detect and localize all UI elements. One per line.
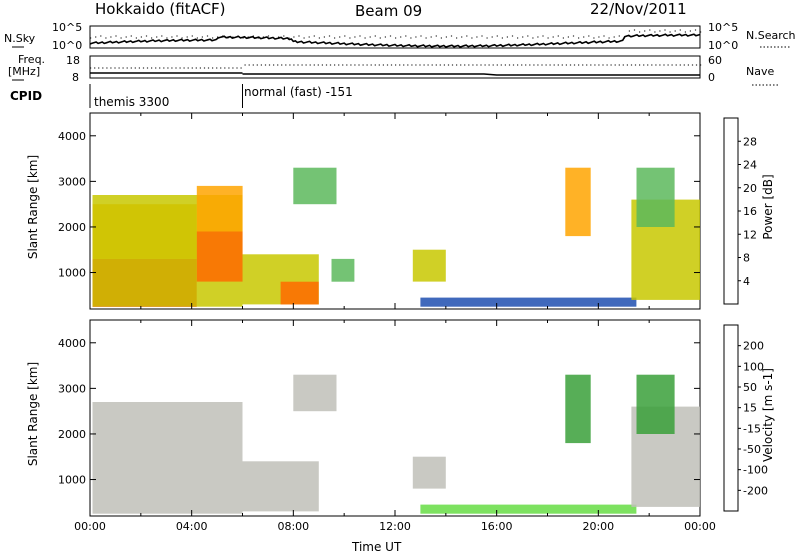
power-colorbar-frame	[723, 117, 739, 305]
freq-trace	[90, 72, 700, 76]
exp-top-right: 10^5	[708, 21, 739, 34]
nsky-trace	[89, 33, 701, 48]
velocity-colorbar-frame	[723, 324, 739, 512]
exp-bottom-left: 10^0	[52, 39, 83, 52]
velocity-y-tick-label: 4000	[58, 337, 86, 350]
cpid-segment-1: themis 3300	[94, 95, 170, 109]
velocity-echo-region	[636, 374, 675, 434]
freq-tick-bottom: 8	[72, 71, 79, 84]
power-colorbar-tick-label: 4	[743, 275, 750, 288]
radar-title: Hokkaido (fitACF)	[95, 0, 226, 18]
power-echo-region	[196, 185, 243, 232]
velocity-y-tick-label: 1000	[58, 474, 86, 487]
power-y-tick-label: 3000	[58, 175, 86, 188]
cpid-segment-2: normal (fast) -151	[244, 85, 353, 99]
exp-top-left: 10^5	[52, 21, 83, 34]
velocity-colorbar-tick-label: -200	[743, 484, 768, 497]
power-colorbar-tick-label: 12	[743, 228, 757, 241]
freq-tick-top: 18	[66, 54, 80, 67]
velocity-colorbar-tick-label: -50	[743, 443, 761, 456]
velocity-colorbar-tick-label: 200	[743, 340, 764, 353]
freq-label-bottom: [MHz]	[8, 65, 41, 78]
x-tick-label: 00:00	[74, 520, 106, 533]
power-colorbar-tick-label: 8	[743, 252, 750, 265]
power-y-tick-label: 4000	[58, 130, 86, 143]
nave-tick-top: 60	[708, 54, 722, 67]
power-colorbar-tick-label: 20	[743, 182, 757, 195]
velocity-echo-region	[565, 374, 591, 444]
x-tick-label: 04:00	[176, 520, 208, 533]
nave-tick-bottom: 0	[708, 71, 715, 84]
power-echo-region	[412, 249, 446, 282]
power-echo-region	[280, 281, 319, 305]
velocity-echo-region	[92, 402, 243, 514]
nave-label: Nave	[746, 65, 775, 78]
power-echo-region	[420, 297, 637, 307]
power-colorbar-tick-label: 16	[743, 205, 757, 218]
velocity-y-tick-label: 2000	[58, 428, 86, 441]
power-echo-region	[636, 167, 675, 227]
velocity-y-tick-label: 3000	[58, 382, 86, 395]
x-tick-label: 20:00	[582, 520, 614, 533]
exp-bottom-right: 10^0	[708, 39, 739, 52]
velocity-colorbar-tick-label: 100	[743, 360, 764, 373]
power-echo-region	[565, 167, 591, 237]
velocity-echo-region	[412, 456, 446, 489]
nsearch-label: N.Search	[746, 29, 796, 42]
power-colorbar-tick-label: 28	[743, 135, 757, 148]
x-tick-label: 00:00	[684, 520, 716, 533]
x-tick-label: 08:00	[277, 520, 309, 533]
power-y-tick-label: 1000	[58, 267, 86, 280]
velocity-echo-region	[293, 374, 337, 412]
velocity-echo-region	[420, 504, 637, 514]
velocity-echo-region	[242, 461, 319, 512]
cpid-label: CPID	[10, 89, 43, 103]
nsky-panel-frame	[89, 25, 701, 49]
power-echo-region	[293, 167, 337, 205]
beam-title: Beam 09	[355, 2, 423, 20]
nave-trace	[90, 64, 702, 69]
power-colorbar-tick-label: 24	[743, 159, 757, 172]
velocity-colorbar-tick-label: 15	[743, 402, 757, 415]
x-tick-label: 12:00	[379, 520, 411, 533]
power-echo-region	[196, 231, 243, 282]
nsky-label: N.Sky	[4, 32, 36, 45]
x-axis-title: Time UT	[352, 540, 402, 554]
nsearch-trace	[90, 29, 702, 39]
velocity-colorbar-tick-label: 50	[743, 381, 757, 394]
x-tick-label: 16:00	[481, 520, 513, 533]
date-title: 22/Nov/2011	[590, 0, 687, 18]
power-echo-region	[331, 258, 355, 282]
power-y-tick-label: 2000	[58, 221, 86, 234]
freq-panel-frame	[89, 55, 701, 79]
velocity-colorbar-tick-label: -100	[743, 464, 768, 477]
velocity-colorbar-tick-label: -15	[743, 422, 761, 435]
freq-label-top: Freq.	[18, 53, 46, 66]
